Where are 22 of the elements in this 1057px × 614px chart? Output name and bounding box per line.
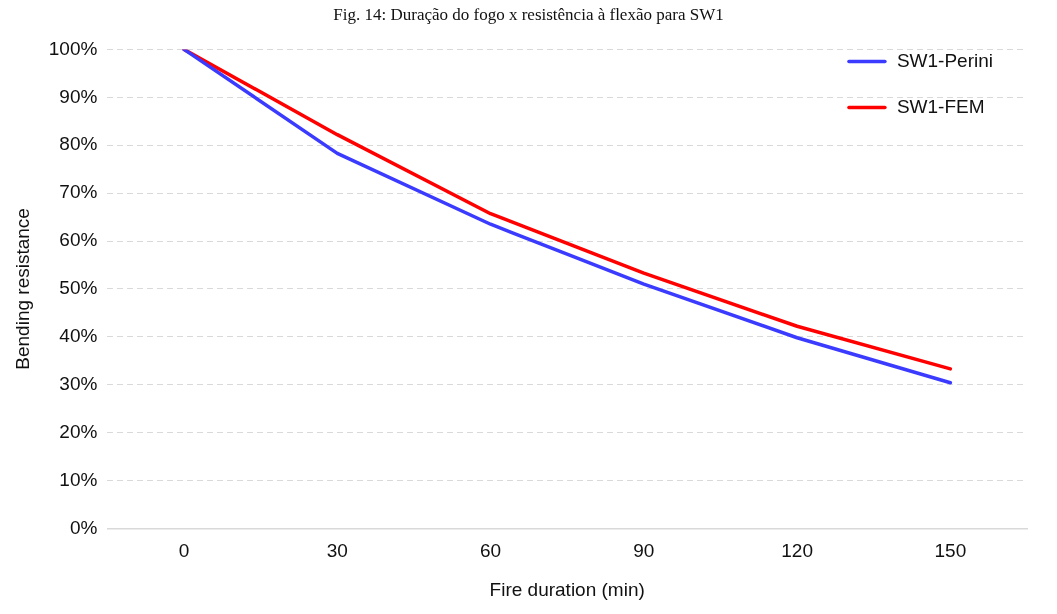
legend-label: SW1-FEM <box>896 95 985 117</box>
y-tick-label: 50% <box>59 277 98 299</box>
y-tick-label: 10% <box>59 468 98 490</box>
y-tick-label: 100% <box>48 37 98 59</box>
y-tick-label: 70% <box>59 181 98 203</box>
x-tick-label: 0 <box>178 540 190 562</box>
x-tick-label: 120 <box>781 540 813 562</box>
y-axis-title: Bending resistance <box>11 208 33 370</box>
y-tick-label: 0% <box>69 516 98 538</box>
y-tick-label: 90% <box>59 85 98 107</box>
chart-title: Fig. 14: Duração do fogo x resistência à flexão para SW1 <box>332 4 725 26</box>
y-tick-label: 20% <box>59 420 98 442</box>
x-tick-label: 60 <box>479 540 502 562</box>
x-tick-label: 30 <box>326 540 348 562</box>
x-tick-label: 150 <box>934 540 967 562</box>
y-tick-label: 30% <box>59 372 98 394</box>
y-tick-label: 80% <box>59 133 98 155</box>
x-axis-title: Fire duration (min) <box>489 578 645 600</box>
x-tick-label: 90 <box>633 540 655 562</box>
y-tick-label: 40% <box>59 325 98 347</box>
y-tick-label: 60% <box>59 229 98 251</box>
legend-label: SW1-Perini <box>896 49 993 71</box>
